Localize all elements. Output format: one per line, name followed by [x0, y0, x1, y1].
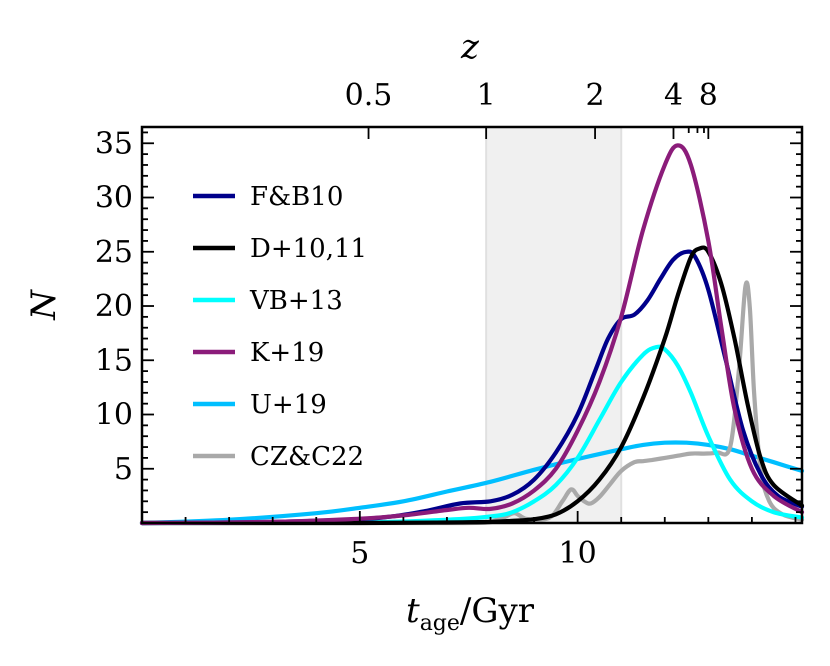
series-line-k-19: [139, 143, 805, 526]
series-layer: [139, 143, 805, 526]
x-axis-label-main: t: [406, 591, 420, 631]
series-line-vb-13: [139, 344, 805, 526]
y-tick-label: 10: [95, 398, 133, 433]
legend: F&B10 D+10,11 VB+13 K+19 U+19 CZ&C22: [193, 182, 367, 472]
x-axis-label: tage/Gyr: [406, 591, 535, 636]
y-tick-label: 25: [95, 235, 133, 270]
top-tick-label: 4: [664, 78, 683, 113]
y-tick-label: 15: [95, 343, 133, 378]
top-tick-label: 0.5: [345, 78, 393, 113]
top-tick-label: 2: [586, 78, 605, 113]
legend-label-u-19: U+19: [250, 390, 327, 420]
legend-label-d-10-11: D+10,11: [250, 234, 367, 264]
y-tick-label: 30: [95, 181, 133, 216]
series-line-d-10-11: [139, 245, 805, 526]
y-tick-label: 20: [95, 289, 133, 324]
x-axis-label-unit: /Gyr: [460, 591, 535, 631]
legend-label-cz-c22: CZ&C22: [250, 442, 364, 472]
plot-frame: [140, 125, 804, 525]
tick-layer: 5 10 5 10 15 20 25 30 35 0.5 1 2 4 8: [95, 78, 802, 571]
legend-label-f-b10: F&B10: [250, 182, 343, 212]
top-axis-label: z: [460, 27, 480, 67]
legend-label-vb-13: VB+13: [249, 286, 343, 316]
y-tick-label: 5: [114, 452, 133, 487]
series-line-f-b10: [139, 249, 805, 526]
y-tick-label: 35: [95, 126, 133, 161]
x-axis-label-sub: age: [420, 611, 460, 636]
top-tick-label: 8: [699, 78, 718, 113]
x-tick-label: 10: [559, 536, 597, 571]
legend-label-k-19: K+19: [250, 338, 324, 368]
y-axis-label: N: [24, 289, 64, 321]
x-tick-label: 5: [350, 536, 369, 571]
top-tick-label: 1: [477, 78, 496, 113]
